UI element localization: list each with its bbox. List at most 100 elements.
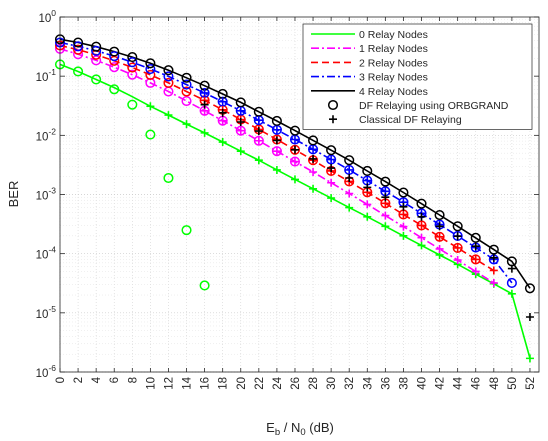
classical-marker-0-1 <box>164 111 173 120</box>
orbgrand-marker-1-13 <box>289 156 301 167</box>
axis-labels: BER Eb / N0 (dB) <box>6 181 334 438</box>
orbgrand-marker-4-4 <box>127 52 138 63</box>
x-tick-label-7: 14 <box>182 376 194 389</box>
classical-marker-0-20 <box>507 289 516 298</box>
orbgrand-marker-1-2 <box>91 55 102 66</box>
classical-marker-1-3 <box>254 136 263 145</box>
classical-marker-4-4 <box>272 136 281 145</box>
x-tick-label-11: 22 <box>254 377 266 390</box>
classical-marker-4-11 <box>399 202 408 211</box>
x-tick-label-17: 34 <box>362 376 374 389</box>
tick-layer: 0 2 4 6 8 10 12 14 16 18 20 22 24 26 28 30 32 34 36 38 40 42 4… <box>36 8 539 390</box>
classical-marker-1-8 <box>345 189 354 198</box>
y-axis-label: BER <box>6 181 21 208</box>
x-tick-label-1: 2 <box>73 377 85 383</box>
y-tick-label-0: 10-6 <box>36 363 57 380</box>
classical-marker-1-16 <box>489 278 498 287</box>
x-tick-label-2: 4 <box>91 376 103 383</box>
x-label-sub-b: b <box>275 427 280 438</box>
classical-marker-4-3 <box>254 127 263 136</box>
classical-marker-3-7 <box>327 155 336 164</box>
orbgrand-marker-4-11 <box>253 106 264 117</box>
classical-marker-4-0 <box>200 100 209 109</box>
orbgrand-marker-2-1 <box>73 44 84 55</box>
orbgrand-marker-4-14 <box>308 135 319 146</box>
classical-marker-3-8 <box>345 165 354 174</box>
classical-marker-4-2 <box>236 118 245 127</box>
classical-marker-1-15 <box>471 267 480 276</box>
classical-marker-0-21 <box>525 354 534 363</box>
classical-marker-4-5 <box>290 145 299 154</box>
orbgrand-marker-0-2 <box>91 74 102 85</box>
x-tick-label-13: 26 <box>290 377 302 390</box>
classical-marker-0-3 <box>200 128 209 137</box>
orbgrand-marker-1-12 <box>271 146 282 157</box>
legend-entry-5: DF Relaying using ORBGRAND <box>327 99 509 112</box>
orbgrand-marker-0-7 <box>181 225 192 236</box>
x-tick-label-5: 10 <box>145 377 157 390</box>
classical-marker-1-2 <box>236 126 245 135</box>
classical-marker-3-3 <box>254 116 263 125</box>
classical-marker-1-11 <box>399 222 408 231</box>
classical-marker-1-4 <box>272 147 281 156</box>
classical-marker-3-0 <box>200 88 209 97</box>
x-label-unit: (dB) <box>306 420 334 435</box>
classical-marker-4-1 <box>218 108 227 117</box>
x-tick-label-9: 18 <box>218 377 230 390</box>
classical-marker-2-16 <box>489 266 498 275</box>
classical-marker-0-9 <box>309 184 318 193</box>
classical-marker-4-15 <box>471 242 480 251</box>
legend-entry-4: 4 Relay Nodes <box>311 86 428 98</box>
y-tick-label-1: 10-5 <box>36 304 57 321</box>
orbgrand-marker-4-12 <box>271 115 282 127</box>
classical-marker-4-6 <box>309 154 318 163</box>
classical-marker-1-12 <box>417 233 426 242</box>
orbgrand-marker-2-23 <box>470 254 481 265</box>
classical-marker-0-10 <box>327 194 336 203</box>
classical-marker-0-13 <box>381 222 390 231</box>
classical-marker-3-1 <box>218 97 227 106</box>
orbgrand-marker-3-7 <box>181 79 192 90</box>
orbgrand-marker-3-25 <box>506 277 517 288</box>
classical-marker-4-16 <box>489 253 498 262</box>
classical-marker-4-10 <box>381 193 390 202</box>
classical-marker-1-6 <box>309 168 318 177</box>
classical-marker-0-14 <box>399 231 408 240</box>
series-line-4 <box>59 38 531 289</box>
marker-layer <box>54 34 536 363</box>
x-tick-label-14: 28 <box>308 377 320 390</box>
orbgrand-marker-4-15 <box>326 145 337 156</box>
legend-label-0: 0 Relay Nodes <box>359 29 428 41</box>
legend-label-4: 4 Relay Nodes <box>359 86 428 98</box>
orbgrand-marker-0-1 <box>73 66 84 77</box>
orbgrand-marker-2-5 <box>145 69 156 80</box>
legend-swatch-5 <box>327 99 339 111</box>
y-tick-label-5: 10-1 <box>36 67 57 84</box>
orbgrand-marker-3-4 <box>127 57 138 68</box>
orbgrand-marker-1-7 <box>181 95 192 107</box>
orbgrand-marker-4-2 <box>91 41 102 52</box>
classical-marker-0-5 <box>236 147 245 156</box>
orbgrand-marker-4-7 <box>181 72 192 83</box>
classical-marker-0-6 <box>254 156 263 165</box>
classical-marker-4-12 <box>417 212 426 221</box>
classical-marker-2-12 <box>417 221 426 230</box>
classical-marker-1-5 <box>290 157 299 166</box>
classical-marker-3-9 <box>363 176 372 185</box>
classical-marker-4-8 <box>345 174 354 183</box>
legend-entry-3: 3 Relay Nodes <box>311 72 428 84</box>
x-label-sub-0: 0 <box>300 427 305 438</box>
classical-marker-0-0 <box>146 102 155 111</box>
orbgrand-marker-4-18 <box>380 176 391 187</box>
x-tick-label-21: 42 <box>435 377 447 390</box>
orbgrand-marker-0-6 <box>163 172 174 184</box>
classical-marker-1-1 <box>218 116 227 125</box>
classical-marker-1-7 <box>327 178 336 187</box>
classical-marker-0-8 <box>290 175 299 184</box>
orbgrand-marker-4-17 <box>362 165 373 177</box>
orbgrand-marker-3-6 <box>163 71 174 82</box>
classical-marker-0-15 <box>417 241 426 250</box>
orbgrand-marker-4-3 <box>109 46 120 57</box>
orbgrand-marker-1-4 <box>127 69 138 80</box>
